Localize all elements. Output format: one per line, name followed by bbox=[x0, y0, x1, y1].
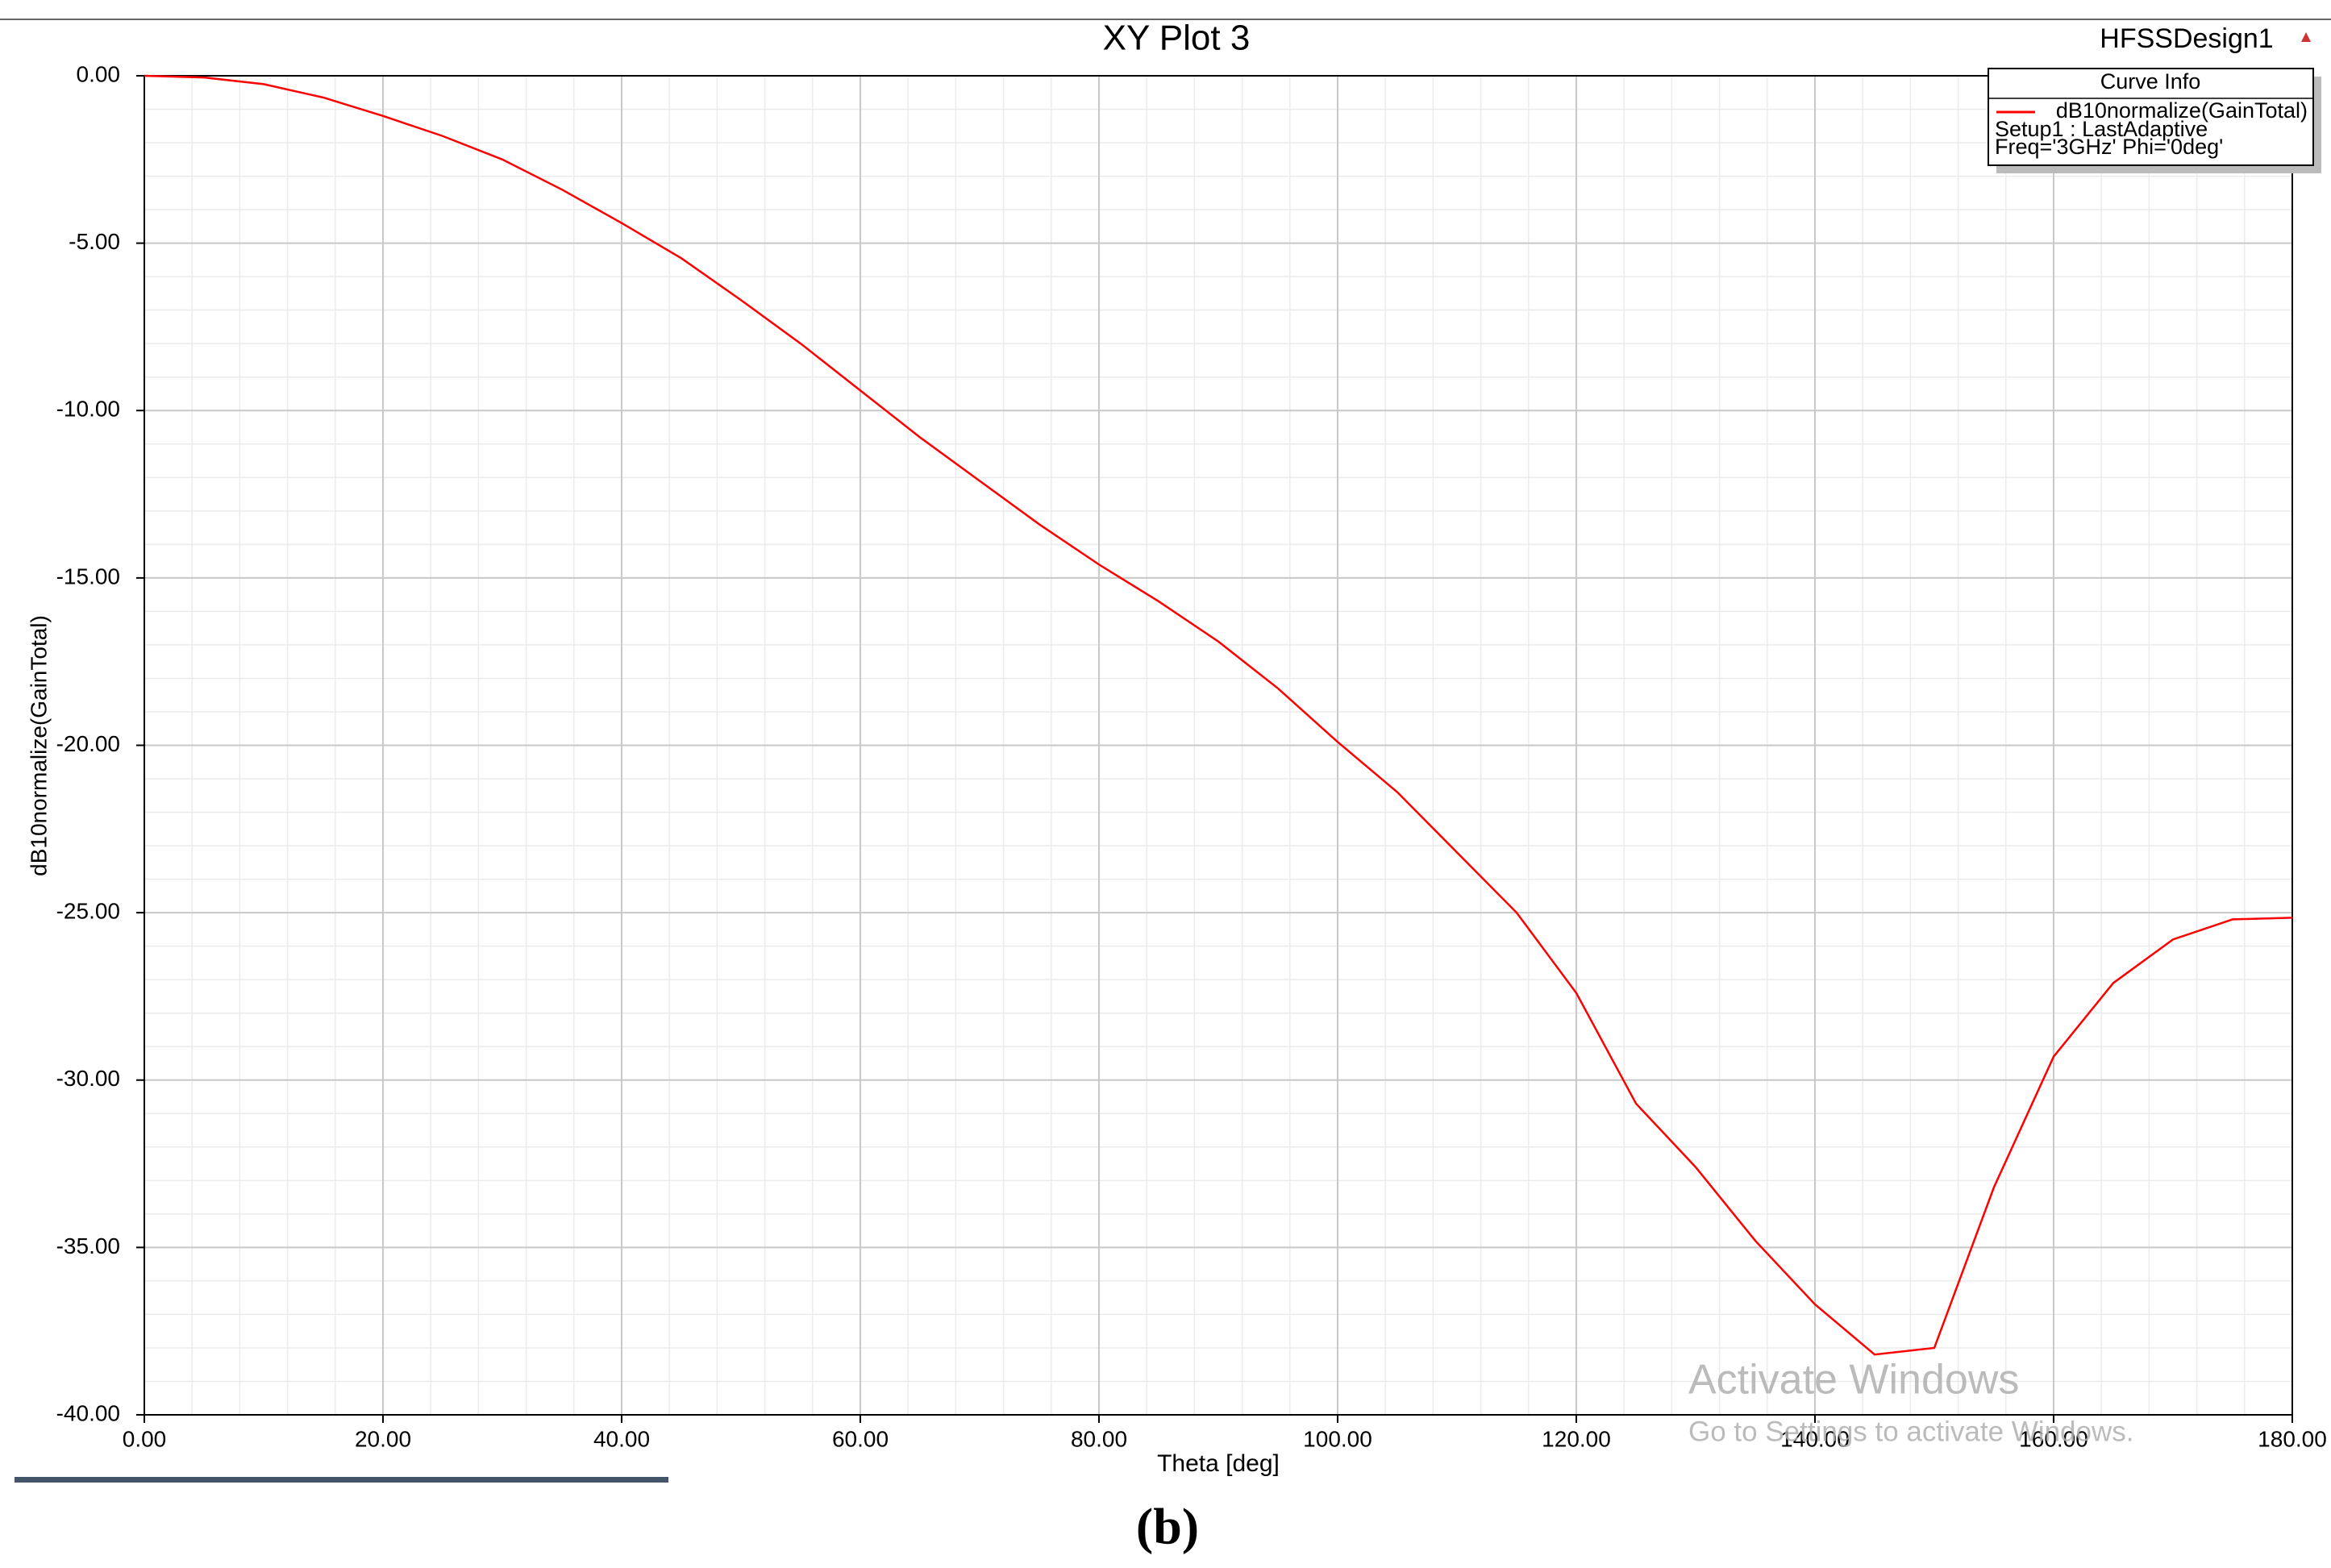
x-tick-label: 140.00 bbox=[1780, 1426, 1850, 1451]
legend-title: Curve Info bbox=[2100, 69, 2201, 94]
y-tick-label: -20.00 bbox=[56, 731, 120, 756]
x-tick-label: 60.00 bbox=[832, 1426, 889, 1451]
plot: 0.00 20.00 40.00 60.00 80.00 100.00 120.00 140.… bbox=[56, 61, 2327, 1451]
tab-bar bbox=[15, 1477, 668, 1483]
watermark: Go to Settings to activate Windows. bbox=[1688, 1416, 2133, 1447]
x-tick-label: 120.00 bbox=[1542, 1426, 1611, 1451]
y-tick-label: -25.00 bbox=[56, 899, 120, 924]
y-tick-label: -40.00 bbox=[56, 1400, 120, 1425]
watermark: Activate Windows bbox=[1688, 1357, 2019, 1404]
y-tick-label: -10.00 bbox=[56, 397, 120, 422]
plot-frame bbox=[144, 75, 2293, 1416]
x-tick-label: 20.00 bbox=[355, 1426, 411, 1451]
x-tick-label: 180.00 bbox=[2258, 1426, 2327, 1451]
legend: Curve Info dB10normalize(GainTotal) Setu… bbox=[1988, 68, 2321, 173]
y-tick-label: -15.00 bbox=[56, 564, 120, 589]
caption: (b) bbox=[1136, 1498, 1199, 1555]
x-tick-label: 100.00 bbox=[1303, 1426, 1372, 1451]
y-axis-label: dB10normalize(GainTotal) bbox=[26, 615, 51, 876]
legend-box bbox=[1988, 68, 2314, 166]
y-tick-label: 0.00 bbox=[77, 61, 121, 86]
y-tick-label: -30.00 bbox=[56, 1066, 120, 1091]
design-name: HFSSDesign1 bbox=[2100, 23, 2273, 54]
chart-title: XY Plot 3 bbox=[1103, 19, 1251, 58]
series-line bbox=[144, 74, 2293, 1356]
x-tick-label: 80.00 bbox=[1071, 1426, 1127, 1451]
x-tick-label: 0.00 bbox=[123, 1426, 167, 1451]
y-tick-label: -35.00 bbox=[56, 1233, 120, 1258]
legend-note: Freq='3GHz' Phi='0deg' bbox=[1995, 135, 2223, 159]
legend-note: Setup1 : LastAdaptive bbox=[1995, 117, 2208, 141]
x-tick-label: 40.00 bbox=[593, 1426, 650, 1451]
design-icon bbox=[2301, 32, 2311, 42]
x-axis-label: Theta [deg] bbox=[1157, 1450, 1280, 1477]
legend-entry: dB10normalize(GainTotal) bbox=[2056, 98, 2308, 123]
y-tick-label: -5.00 bbox=[69, 229, 120, 254]
x-tick-label: 160.00 bbox=[2019, 1426, 2088, 1451]
